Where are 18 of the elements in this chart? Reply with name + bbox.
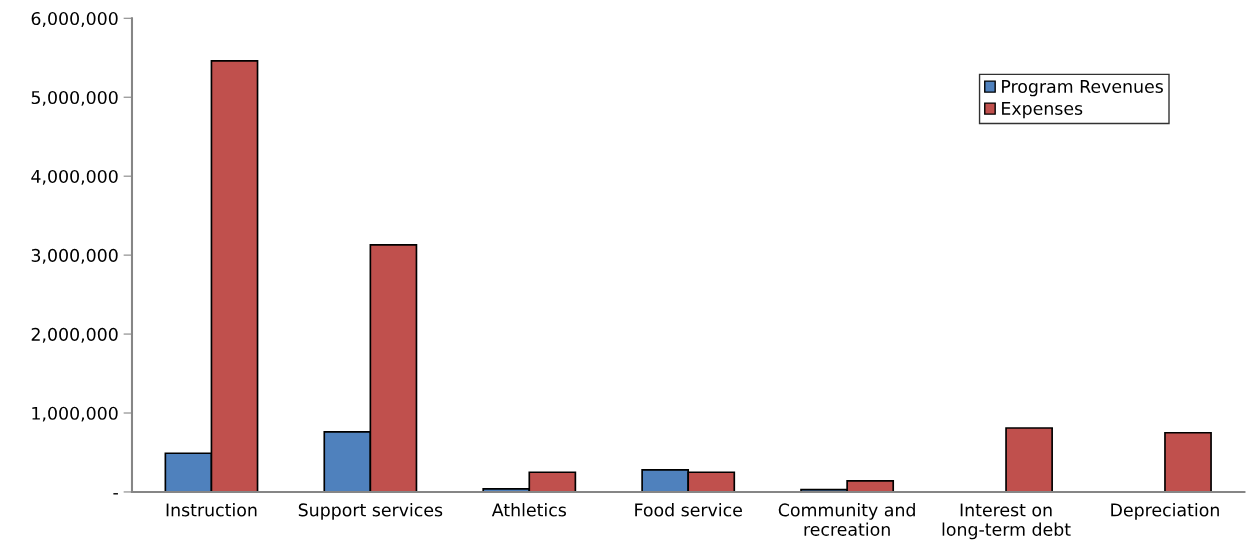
y-tick-label: 1,000,000	[32, 406, 118, 422]
legend-label: Program Revenues	[1002, 80, 1163, 97]
x-tick-label: Athletics	[491, 503, 566, 517]
y-tick-label: 2,000,000	[31, 327, 118, 343]
x-tick-label: Depreciation	[1111, 503, 1219, 520]
bar	[1005, 427, 1053, 492]
y-tick-label: 3,000,000	[31, 248, 118, 264]
y-tick-label: 6,000,000	[31, 11, 118, 27]
y-tick-label: 5,000,000	[31, 90, 118, 106]
y-tick-label: -	[113, 493, 118, 495]
legend-label: Expenses	[1002, 102, 1083, 119]
y-tick-label: 4,000,000	[31, 169, 118, 185]
x-tick-label: Interest on long-term debt	[942, 503, 1071, 540]
x-tick-label: Instruction	[166, 503, 257, 517]
x-tick-label: Food service	[635, 503, 742, 517]
bar	[1164, 431, 1212, 492]
x-tick-label: Community and recreation	[778, 503, 915, 536]
x-tick-label: Support services	[298, 503, 443, 520]
